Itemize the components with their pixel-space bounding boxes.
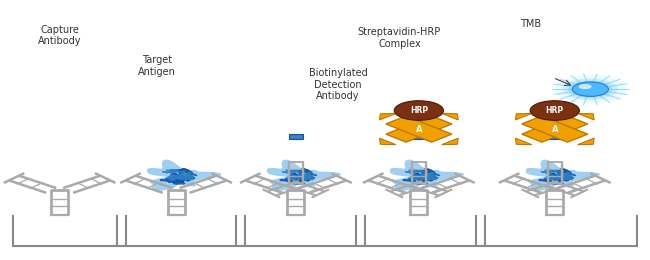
Circle shape: [578, 84, 592, 89]
Polygon shape: [442, 138, 458, 145]
Text: Target
Antigen: Target Antigen: [138, 55, 176, 77]
Polygon shape: [442, 113, 458, 120]
Polygon shape: [266, 160, 341, 191]
Polygon shape: [526, 160, 601, 191]
Polygon shape: [522, 116, 588, 142]
Text: A: A: [415, 125, 422, 134]
Polygon shape: [578, 138, 594, 145]
Circle shape: [395, 101, 443, 120]
Circle shape: [554, 75, 626, 103]
Text: A: A: [551, 125, 558, 134]
Text: HRP: HRP: [546, 106, 564, 115]
Circle shape: [563, 78, 618, 100]
Text: HRP: HRP: [410, 106, 428, 115]
Polygon shape: [386, 116, 452, 142]
Text: Streptavidin-HRP
Complex: Streptavidin-HRP Complex: [358, 27, 441, 49]
Circle shape: [568, 80, 612, 98]
Circle shape: [572, 82, 608, 96]
Polygon shape: [147, 160, 222, 191]
Polygon shape: [380, 113, 396, 120]
Circle shape: [530, 101, 579, 120]
Polygon shape: [522, 116, 588, 142]
Text: Biotinylated
Detection
Antibody: Biotinylated Detection Antibody: [309, 68, 367, 101]
Polygon shape: [578, 113, 594, 120]
Polygon shape: [386, 116, 452, 142]
Polygon shape: [515, 138, 532, 145]
Polygon shape: [390, 160, 465, 191]
Polygon shape: [380, 138, 396, 145]
Polygon shape: [515, 113, 532, 120]
Text: TMB: TMB: [519, 20, 541, 29]
Text: Capture
Antibody: Capture Antibody: [38, 24, 81, 46]
